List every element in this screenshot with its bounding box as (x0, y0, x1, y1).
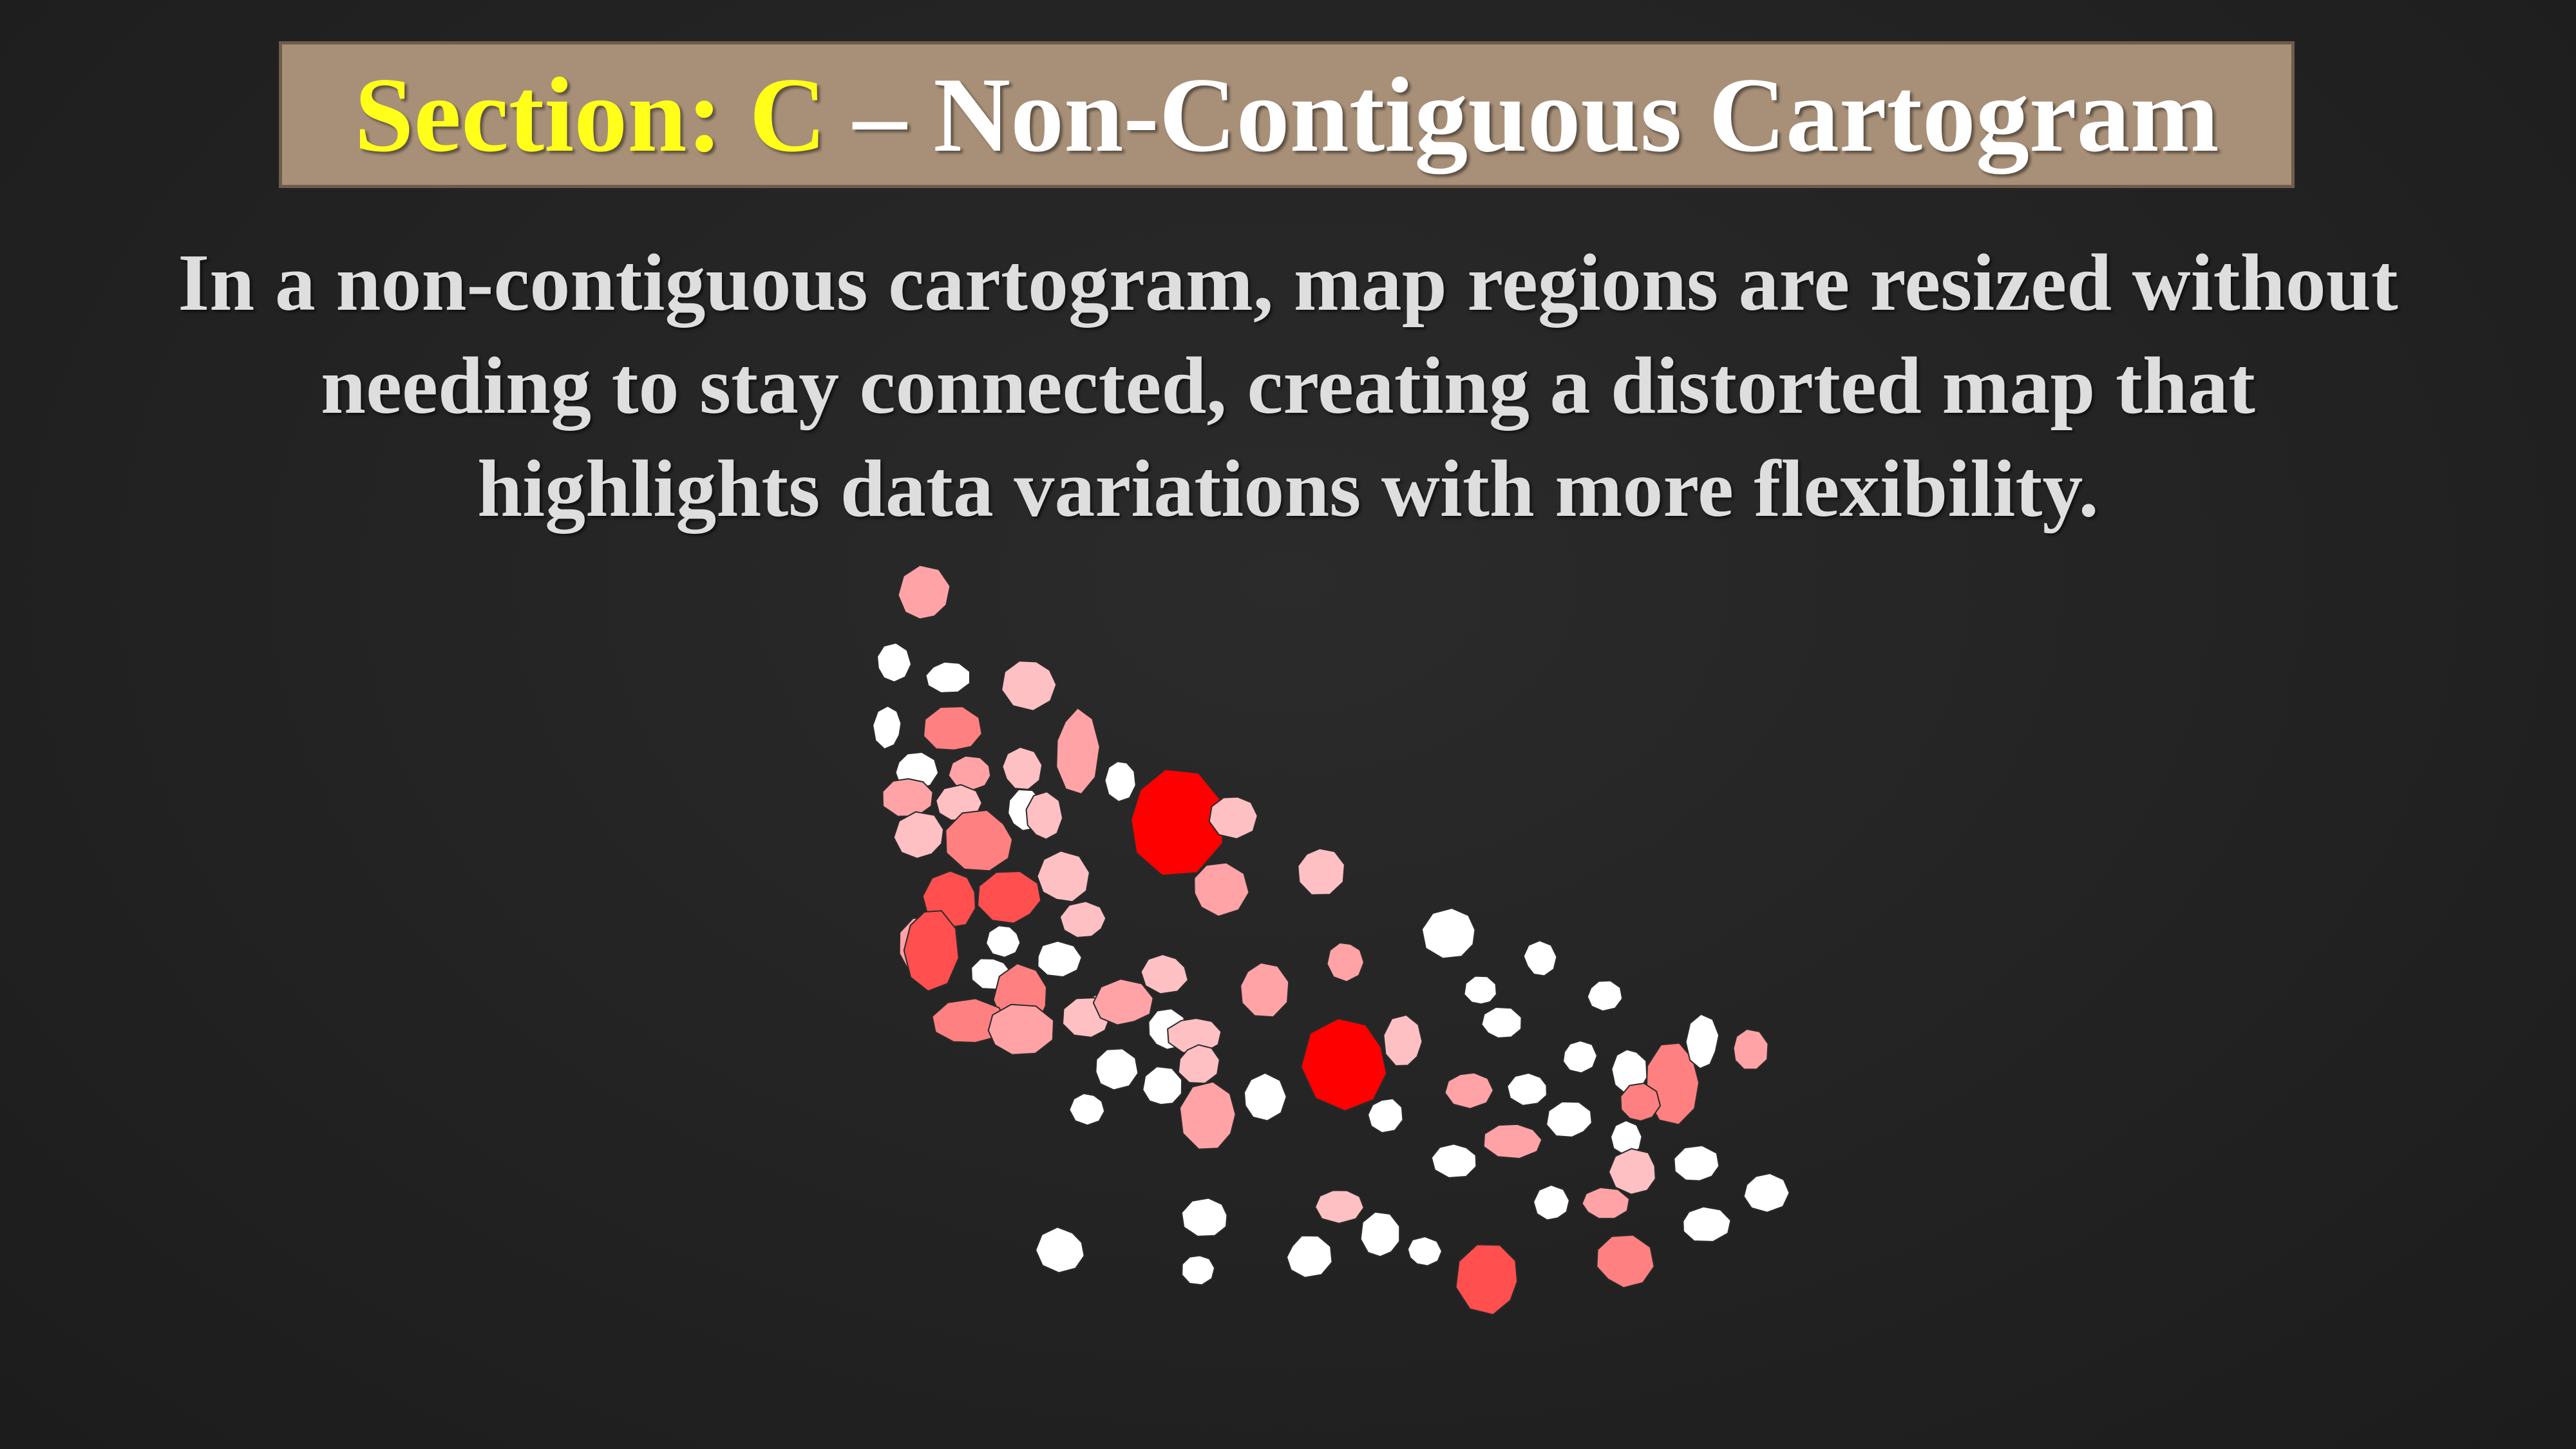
map-region (977, 870, 1042, 924)
map-region (985, 925, 1021, 958)
map-region (1104, 761, 1137, 802)
map-region (1506, 1072, 1548, 1106)
map-region (1001, 660, 1057, 712)
map-region (1421, 907, 1476, 960)
map-regions (872, 564, 1790, 1316)
map-region (1596, 1234, 1655, 1289)
map-region (1533, 1184, 1570, 1221)
map-region (923, 706, 983, 751)
map-region (1608, 1148, 1656, 1195)
map-region (1463, 975, 1497, 1005)
map-region (1383, 1014, 1423, 1067)
map-region (1444, 1072, 1495, 1110)
map-region (1359, 1211, 1401, 1258)
map-region (1181, 1255, 1216, 1286)
map-region (1035, 1226, 1085, 1274)
map-region (1482, 1123, 1543, 1160)
map-region (1546, 1101, 1593, 1138)
description-text: In a non-contiguous cartogram, map regio… (52, 232, 2524, 541)
map-region (1025, 791, 1064, 840)
map-region (1297, 848, 1345, 896)
map-region (1620, 1083, 1662, 1122)
map-region (1208, 796, 1258, 840)
map-region (1406, 1236, 1443, 1267)
map-region (925, 661, 971, 694)
map-region (876, 642, 913, 683)
map-region (1581, 1186, 1631, 1220)
map-region (1285, 1235, 1333, 1278)
map-region (1001, 746, 1043, 790)
map-region (1562, 1039, 1598, 1074)
map-region (987, 1003, 1055, 1056)
map-region (1036, 850, 1090, 903)
map-region (897, 564, 951, 620)
map-region (1430, 1143, 1477, 1179)
map-region (1240, 961, 1290, 1018)
title-banner: Section: C – Non-Contiguous Cartogram (279, 41, 2295, 188)
map-region (1193, 862, 1250, 918)
map-region (1056, 706, 1101, 795)
map-region (1367, 1097, 1404, 1134)
map-region (1179, 1081, 1236, 1150)
description-line-3: highlights data variations with more fle… (477, 444, 2099, 534)
map-region (1481, 1006, 1522, 1039)
title-prefix: Section: C (354, 55, 827, 174)
map-region (945, 809, 1014, 872)
map-region (1092, 978, 1154, 1026)
description-line-1: In a non-contiguous cartogram, map regio… (178, 238, 2398, 328)
map-region (1059, 900, 1107, 938)
title-main: – Non-Contiguous Cartogram (826, 55, 2219, 174)
map-region (1095, 1048, 1139, 1091)
map-region (947, 755, 992, 791)
slide-title: Section: C – Non-Contiguous Cartogram (354, 61, 2219, 168)
map-region (882, 778, 934, 817)
map-region (1586, 980, 1624, 1012)
map-region (1743, 1172, 1790, 1213)
map-region (1682, 1206, 1732, 1243)
map-region (1068, 1092, 1106, 1126)
map-region (1314, 1189, 1365, 1224)
map-region (1130, 768, 1224, 876)
map-region (1455, 1244, 1519, 1316)
description-line-2: needing to stay connected, creating a di… (321, 341, 2255, 431)
map-region (1300, 1018, 1388, 1112)
map-region (1522, 940, 1558, 977)
map-region (1142, 1066, 1183, 1106)
map-region (872, 705, 902, 750)
map-region (1037, 940, 1083, 978)
map-region (893, 811, 945, 860)
map-region (1177, 1044, 1220, 1084)
map-region (1140, 953, 1189, 995)
map-region (1732, 1028, 1769, 1070)
map-region (1685, 1013, 1720, 1070)
map-region (1673, 1144, 1720, 1182)
map-region (1180, 1197, 1228, 1237)
map-region (1326, 942, 1365, 983)
map-region (903, 910, 960, 992)
map-region (1243, 1072, 1287, 1122)
